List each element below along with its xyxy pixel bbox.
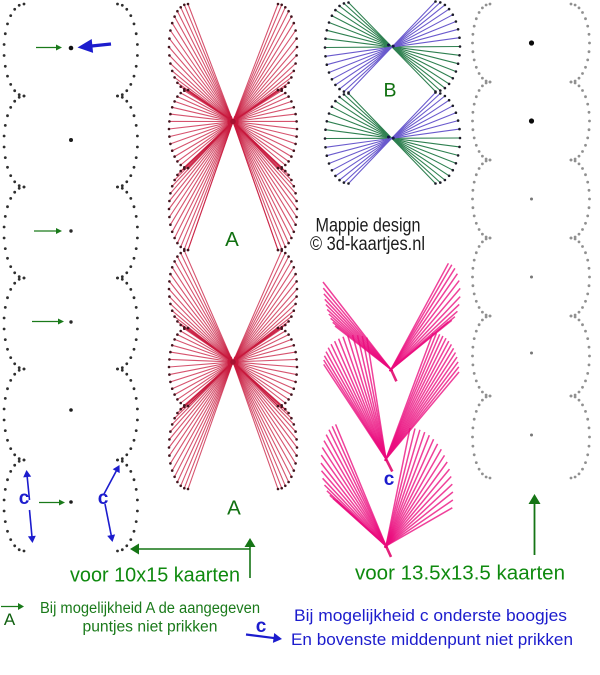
- svg-text:Bij mogelijkheid A de aangegev: Bij mogelijkheid A de aangegeven: [40, 600, 260, 617]
- svg-text:c: c: [98, 488, 109, 509]
- svg-text:voor 10x15 kaarten: voor 10x15 kaarten: [70, 565, 240, 587]
- svg-text:A: A: [4, 610, 16, 629]
- svg-text:© 3d-kaartjes.nl: © 3d-kaartjes.nl: [310, 234, 425, 255]
- svg-text:A: A: [227, 497, 241, 520]
- svg-text:A: A: [225, 228, 239, 251]
- svg-text:Bij mogelijkheid c onderste bo: Bij mogelijkheid c onderste boogjes: [294, 606, 567, 625]
- svg-text:puntjes niet prikken: puntjes niet prikken: [83, 619, 218, 636]
- svg-text:Mappie design: Mappie design: [316, 216, 421, 237]
- svg-text:voor 13.5x13.5 kaarten: voor 13.5x13.5 kaarten: [355, 563, 565, 585]
- svg-text:En bovenste middenpunt niet pr: En bovenste middenpunt niet prikken: [291, 630, 573, 649]
- svg-text:c: c: [384, 469, 395, 490]
- svg-text:c: c: [256, 616, 267, 637]
- svg-text:B: B: [383, 80, 396, 102]
- svg-text:c: c: [19, 488, 30, 509]
